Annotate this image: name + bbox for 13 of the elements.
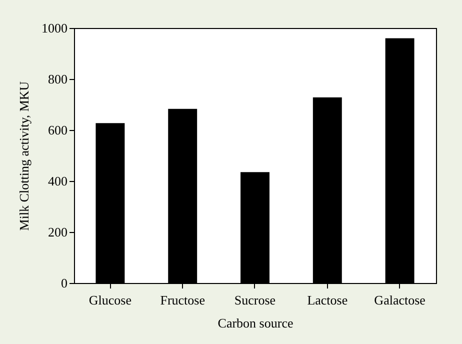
y-tick-label: 400 [48, 174, 68, 188]
x-tick-label: Sucrose [234, 292, 276, 308]
y-tick-label: 1000 [42, 20, 68, 36]
x-tick-label: Fructose [160, 292, 206, 308]
y-tick-label: 800 [48, 72, 68, 86]
y-tick-label: 0 [61, 276, 68, 290]
x-tick-label: Glucose [88, 292, 132, 308]
x-tick-label: Lactose [307, 292, 348, 308]
x-axis-title: Carbon source [218, 316, 294, 330]
y-axis-title: Milk Clotting activity, MKU [16, 80, 32, 231]
x-tick-label: Galactose [374, 292, 426, 308]
y-tick-label: 600 [48, 122, 68, 138]
y-tick-label: 200 [48, 224, 68, 240]
